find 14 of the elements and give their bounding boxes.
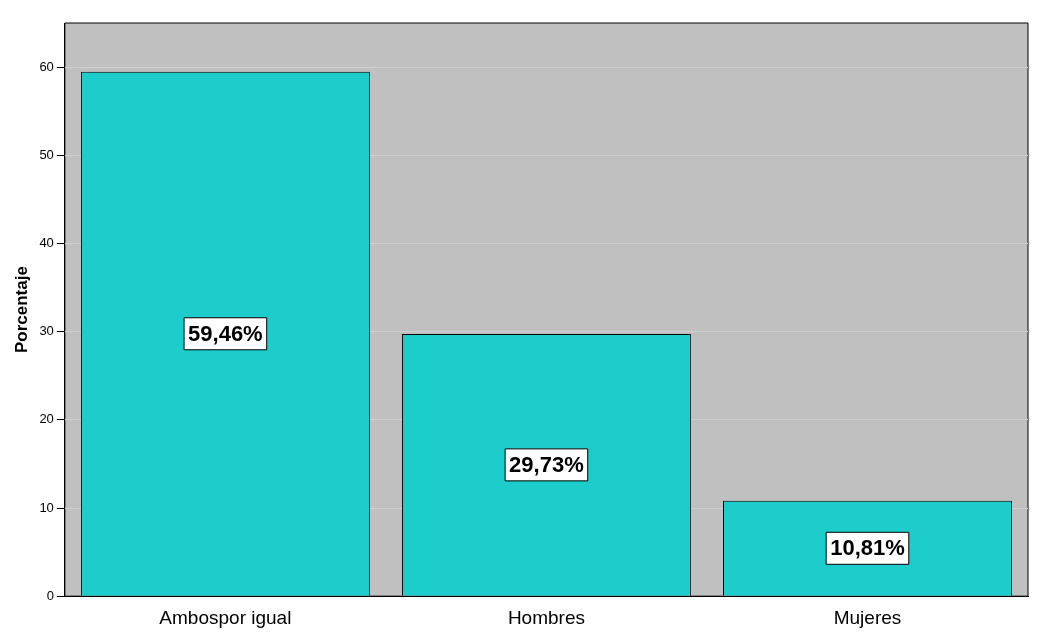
y-axis-title: Porcentaje xyxy=(11,266,31,354)
x-tick-label: Ambospor igual xyxy=(159,606,292,628)
data-label: 29,73% xyxy=(509,451,584,477)
x-tick-label: Mujeres xyxy=(833,606,902,628)
y-tick-label: 0 xyxy=(46,587,54,603)
data-label: 59,46% xyxy=(188,320,263,346)
y-tick-label: 10 xyxy=(39,499,54,515)
data-label: 10,81% xyxy=(830,535,905,561)
y-tick-label: 30 xyxy=(39,323,54,339)
y-tick-label: 60 xyxy=(39,58,54,74)
y-tick-label: 40 xyxy=(39,235,54,251)
y-tick-label: 50 xyxy=(39,146,54,162)
y-tick-label: 20 xyxy=(39,411,54,427)
x-tick-label: Hombres xyxy=(507,606,585,628)
